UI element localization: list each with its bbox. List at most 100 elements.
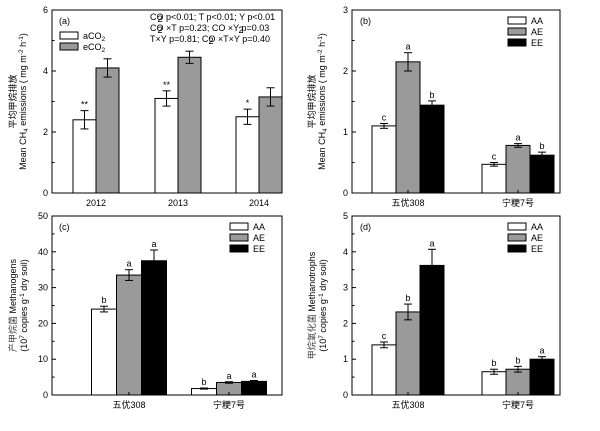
bar: [395, 311, 421, 396]
significance-label: **: [163, 80, 171, 90]
legend-swatch: [507, 233, 527, 242]
x-tick-label: 2012: [86, 198, 106, 208]
y-tick-label: 0: [43, 188, 48, 198]
legend-label: EE: [253, 244, 265, 254]
bar: [505, 368, 531, 396]
stats-subscript: 2: [209, 36, 214, 46]
bar: [141, 260, 167, 396]
y-tick-label: 6: [43, 5, 48, 15]
y-axis-label-line1: 甲烷氧化菌 Methanotrophs: [306, 251, 318, 359]
x-tick-label: 五优308: [391, 399, 424, 410]
y-axis-label-cn: 平均甲烷排放: [7, 74, 18, 128]
y-tick-label: 30: [38, 283, 48, 293]
significance-label: b: [101, 295, 106, 305]
y-tick-label: 1: [343, 354, 348, 364]
legend-swatch: [59, 31, 79, 40]
legend-label: aCO2: [83, 31, 106, 43]
y-tick-label: 3: [343, 5, 348, 15]
significance-label: a: [429, 238, 434, 248]
y-axis-label-en: Mean CH4 emissions ( mg m-2 h-1): [18, 33, 30, 170]
bar: [529, 154, 555, 194]
significance-label: a: [151, 239, 156, 249]
legend-label: AE: [253, 233, 265, 243]
y-axis-label-line1: 产甲烷菌 Methanogens: [7, 258, 19, 352]
y-tick-label: 1: [343, 127, 348, 137]
panel-label: (d): [360, 222, 371, 232]
legend-swatch: [507, 244, 527, 253]
legend-swatch: [229, 233, 249, 242]
y-tick-label: 2: [343, 66, 348, 76]
significance-label: b: [201, 377, 206, 387]
y-tick-label: 4: [343, 247, 348, 257]
y-tick-label: 0: [343, 390, 348, 400]
bar: [505, 144, 531, 194]
bar: [395, 61, 421, 194]
legend-label: EE: [531, 38, 543, 48]
panel-label: (b): [360, 16, 371, 26]
legend-swatch: [507, 38, 527, 47]
y-tick-label: 4: [43, 66, 48, 76]
legend-label: AA: [253, 222, 265, 232]
significance-label: b: [515, 355, 520, 365]
bar: [177, 56, 202, 194]
x-tick-label: 宁粳7号: [213, 399, 245, 410]
significance-label: a: [405, 42, 410, 52]
y-tick-label: 2: [43, 127, 48, 137]
x-tick-label: 宁粳7号: [502, 399, 534, 410]
bar: [419, 104, 445, 194]
legend-label: AA: [531, 222, 543, 232]
significance-label: b: [405, 293, 410, 303]
significance-label: **: [81, 100, 89, 110]
bar: [91, 308, 117, 396]
significance-label: b: [491, 358, 496, 368]
x-tick-label: 2014: [249, 198, 269, 208]
significance-label: c: [492, 152, 497, 162]
significance-label: *: [246, 98, 250, 108]
y-tick-label: 0: [43, 390, 48, 400]
bar: [241, 380, 267, 396]
y-tick-label: 2: [343, 318, 348, 328]
bar: [481, 163, 507, 194]
y-axis-label-line2: (107 copies g-1 dry soil): [19, 259, 29, 351]
legend-label: eCO2: [83, 42, 106, 54]
legend-swatch: [229, 244, 249, 253]
significance-label: b: [429, 90, 434, 100]
stats-line: CO p<0.01; T p<0.01; Y p<0.01: [150, 12, 275, 22]
legend-label: EE: [531, 244, 543, 254]
y-axis-label-line2: (107 copies g-1 dry soil): [318, 259, 328, 351]
bar: [529, 358, 555, 396]
y-tick-label: 0: [343, 188, 348, 198]
significance-label: c: [382, 331, 387, 341]
stats-line: CO ×T p=0.23; CO ×Y p=0.03: [150, 23, 269, 33]
stats-subscript: 2: [158, 14, 163, 24]
x-tick-label: 五优308: [112, 399, 145, 410]
legend-label: AA: [531, 16, 543, 26]
bar: [371, 125, 397, 194]
stats-subscript: 2: [239, 25, 244, 35]
y-tick-label: 20: [38, 318, 48, 328]
x-tick-label: 宁粳7号: [502, 197, 534, 208]
significance-label: a: [515, 133, 520, 143]
legend-swatch: [59, 42, 79, 51]
panel-label: (c): [59, 222, 70, 232]
legend-label: AE: [531, 27, 543, 37]
stats-line: T×Y p=0.81; CO ×T×Y p=0.40: [150, 34, 270, 44]
bar: [481, 371, 507, 396]
bar: [371, 344, 397, 396]
significance-label: a: [226, 371, 231, 381]
legend-swatch: [229, 222, 249, 231]
bar: [72, 119, 97, 194]
stats-subscript: 2: [158, 25, 163, 35]
significance-label: a: [539, 346, 544, 356]
y-tick-label: 3: [343, 283, 348, 293]
y-tick-label: 5: [343, 211, 348, 221]
significance-label: a: [126, 259, 131, 269]
y-tick-label: 10: [38, 354, 48, 364]
y-axis-label-en: Mean CH4 emissions ( mg m-2 h-1): [317, 33, 329, 170]
x-tick-label: 五优308: [391, 197, 424, 208]
